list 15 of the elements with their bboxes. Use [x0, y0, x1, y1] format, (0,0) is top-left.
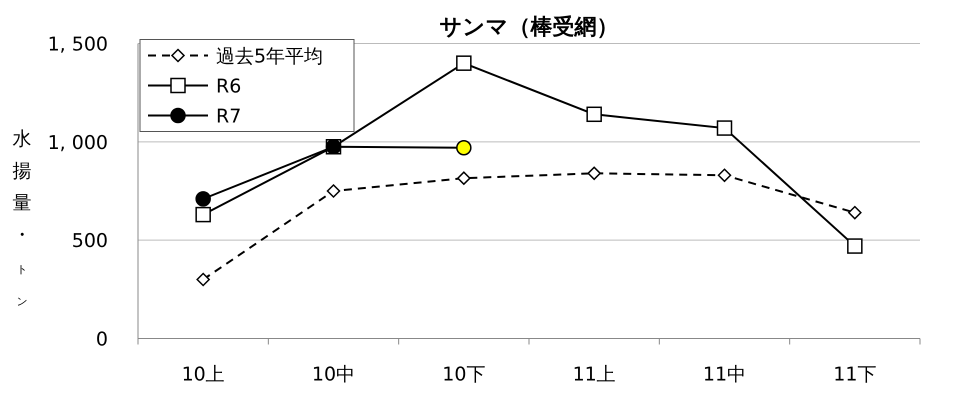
- text: 水揚量・トン: [12, 128, 32, 308]
- y-tick-label: 500: [72, 230, 108, 252]
- y-tick-label: 1, 000: [48, 132, 108, 154]
- legend-label: 過去5年平均: [216, 46, 324, 68]
- legend-label: R6: [216, 76, 242, 98]
- x-tick-label: 11上: [572, 364, 616, 386]
- x-tick-label: 11中: [702, 364, 746, 386]
- y-tick-label: 1, 500: [48, 34, 108, 56]
- x-tick-label: 10下: [442, 364, 486, 386]
- x-tick-label: 10中: [312, 364, 356, 386]
- x-tick-label: 11下: [833, 364, 876, 386]
- x-tick-label: 10上: [182, 364, 225, 386]
- y-tick-label: 0: [96, 328, 108, 350]
- legend-label: R7: [216, 106, 242, 128]
- chart-title: サンマ（棒受網）: [440, 15, 618, 40]
